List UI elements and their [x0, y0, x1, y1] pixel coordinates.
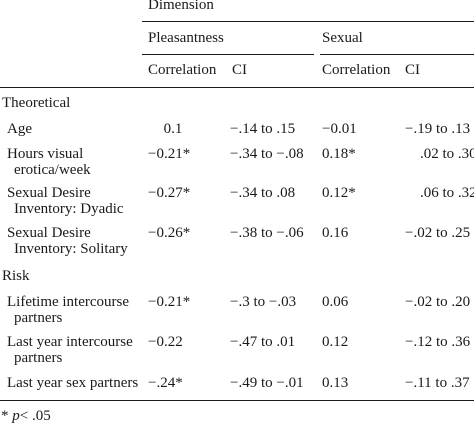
row-label-continued: erotica/week [14, 162, 91, 178]
row-label: Sexual Desire [7, 225, 91, 241]
row-label: Sexual Desire [7, 185, 91, 201]
sexual-ci-cell: −.02 to .25 [405, 225, 471, 241]
sexual-ci-cell: −.12 to .36 [405, 334, 471, 350]
sexual-correlation-cell: 0.18* [322, 146, 356, 162]
dimension-rule [142, 21, 474, 22]
sexual-rule [320, 54, 474, 55]
pleasantness-correlation-cell: −0.22 [148, 334, 183, 350]
pleasantness-header: Pleasantness [148, 30, 224, 46]
sexual-ci-cell: .02 to .30 [420, 146, 474, 162]
row-label: Lifetime intercourse [7, 294, 130, 310]
pleasantness-correlation-cell: −.24* [148, 375, 183, 391]
pleasantness-ci-cell: −.38 to −.06 [230, 225, 304, 241]
pleasantness-correlation-cell: −0.21* [148, 146, 191, 162]
pleasantness-ci-cell: −.34 to −.08 [230, 146, 304, 162]
sexual-ci-cell: −.11 to .37 [405, 375, 470, 391]
pleasantness-correlation-cell: −0.21* [148, 294, 191, 310]
pleasantness-correlation-cell: 0.1 [163, 121, 183, 137]
sexual-ci-cell: .06 to .32 [420, 185, 474, 201]
row-label-continued: Inventory: Solitary [14, 241, 128, 257]
pleasantness-correlation-header: Correlation [148, 62, 217, 78]
sexual-correlation-header: Correlation [322, 62, 391, 78]
row-label-continued: partners [14, 350, 63, 366]
pleasantness-correlation-cell: −0.26* [148, 225, 191, 241]
row-label: Age [7, 121, 32, 137]
sexual-ci-cell: −.02 to .20 [405, 294, 471, 310]
pleasantness-ci-cell: −.34 to .08 [230, 185, 296, 201]
pleasantness-ci-cell: −.47 to .01 [230, 334, 296, 350]
sexual-ci-header: CI [405, 62, 420, 78]
section-title-theoretical: Theoretical [2, 95, 71, 111]
row-label-continued: partners [14, 310, 63, 326]
pleasantness-ci-cell: −.14 to .15 [230, 121, 296, 137]
sexual-correlation-cell: −0.01 [322, 121, 357, 137]
row-label: Last year sex partners [7, 375, 139, 391]
section-title-risk: Risk [2, 268, 30, 284]
sexual-correlation-cell: 0.16 [322, 225, 349, 241]
pleasantness-ci-header: CI [232, 62, 247, 78]
sexual-correlation-cell: 0.13 [322, 375, 349, 391]
dimension-header: Dimension [148, 0, 214, 13]
sexual-header: Sexual [322, 30, 363, 46]
sexual-ci-cell: −.19 to .13 [405, 121, 471, 137]
footnote-p: p [12, 408, 20, 424]
footnote: * p< .05 [1, 408, 51, 425]
pleasantness-ci-cell: −.49 to −.01 [230, 375, 304, 391]
header-bottom-rule [0, 87, 474, 88]
footnote-threshold: < .05 [19, 408, 51, 424]
sexual-correlation-cell: 0.12 [322, 334, 349, 350]
row-label: Last year intercourse [7, 334, 133, 350]
sexual-correlation-cell: 0.12* [322, 185, 356, 201]
pleasantness-correlation-cell: −0.27* [148, 185, 191, 201]
row-label: Hours visual [7, 146, 84, 162]
pleasantness-ci-cell: −.3 to −.03 [230, 294, 297, 310]
table-bottom-rule [0, 400, 474, 401]
pleasantness-rule [142, 54, 314, 55]
footnote-star: * [1, 408, 9, 424]
row-label-continued: Inventory: Dyadic [14, 201, 124, 217]
sexual-correlation-cell: 0.06 [322, 294, 349, 310]
